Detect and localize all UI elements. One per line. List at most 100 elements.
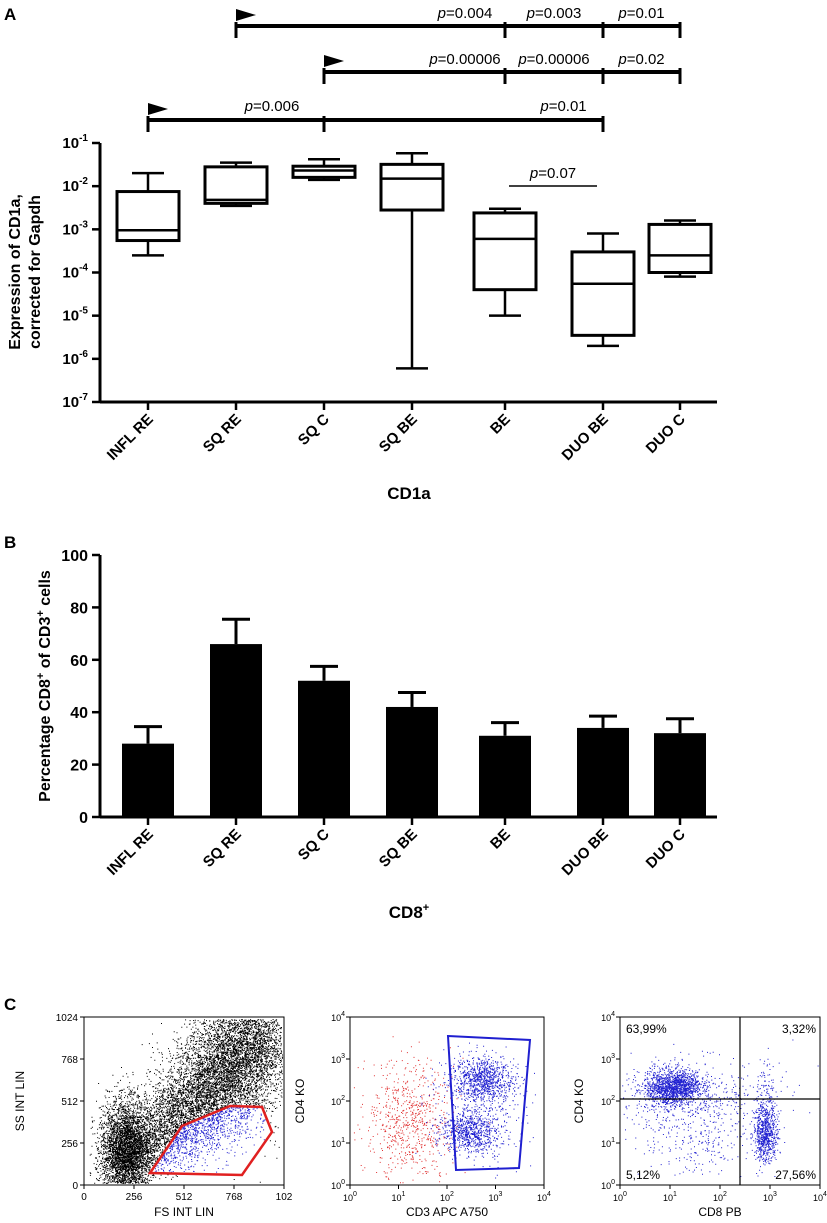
y-tick-label: 768 bbox=[61, 1055, 78, 1066]
bar-be bbox=[479, 721, 531, 817]
box-iqr bbox=[472, 211, 538, 292]
y-tick-label: 101 bbox=[601, 1137, 615, 1149]
panel-a-x-tick-label: DUO BE bbox=[559, 411, 612, 464]
x-tick-label: 104 bbox=[537, 1191, 551, 1203]
box-iqr bbox=[570, 250, 636, 337]
event-dots bbox=[749, 1086, 781, 1177]
reference-arrow-icon bbox=[148, 103, 168, 115]
y-tick-label: 103 bbox=[331, 1053, 345, 1065]
panel-label-c: C bbox=[4, 995, 16, 1014]
flow-plot-2-frame bbox=[349, 1016, 545, 1186]
panel-b-y-ticks: 0 20 40 60 80 100 bbox=[61, 548, 100, 827]
y-tick-label: 102 bbox=[331, 1095, 345, 1107]
y-tick-label: 100 bbox=[331, 1179, 345, 1191]
event-dots-ungated bbox=[89, 1019, 283, 1184]
panel-b-bars bbox=[122, 617, 706, 817]
box-sq-re bbox=[203, 161, 269, 208]
panel-b-x-tick-label: DUO BE bbox=[559, 826, 612, 879]
panel-a-y-tick-label: 10-7 bbox=[62, 392, 88, 411]
panel-b-x-tick-label: SQ BE bbox=[376, 826, 421, 871]
panel-b-x-tick-label: BE bbox=[487, 826, 514, 853]
event-dots bbox=[353, 1036, 490, 1184]
box-sq-c bbox=[291, 158, 357, 182]
y-tick-label: 104 bbox=[601, 1011, 615, 1023]
y-tick-label: 512 bbox=[61, 1097, 78, 1108]
reference-arrow-icon bbox=[324, 55, 344, 67]
panel-b-y-label: Percentage CD8+ of CD3+ cells bbox=[35, 570, 54, 802]
x-tick-label: 102 bbox=[276, 1192, 293, 1203]
bar-sq-c bbox=[298, 664, 350, 817]
x-tick-label: 768 bbox=[226, 1192, 243, 1203]
panel-b-barchart: 0 20 40 60 80 100 INFL RE SQ RE SQ C SQ BE BE DUO … bbox=[35, 548, 717, 922]
bar-rect bbox=[298, 680, 350, 817]
p-value-label: p=0.00006 bbox=[428, 51, 500, 68]
panel-a-x-tick-label: DUO C bbox=[643, 411, 689, 457]
bar-duo-be bbox=[577, 714, 629, 817]
panel-a-y-tick-label: 10-5 bbox=[62, 306, 88, 325]
flow-plot-3-y-label: CD4 KO bbox=[572, 1079, 586, 1124]
y-tick-label: 103 bbox=[601, 1053, 615, 1065]
event-dots-gated bbox=[154, 1106, 272, 1176]
event-dots bbox=[428, 1104, 510, 1176]
panel-label-a: A bbox=[4, 5, 16, 24]
panel-b-x-tick-label: SQ C bbox=[295, 826, 333, 864]
bar-rect bbox=[210, 644, 262, 817]
box-iqr bbox=[203, 165, 269, 205]
panel-b-x-label: CD8+ bbox=[389, 902, 429, 922]
x-tick-label: 0 bbox=[81, 1192, 87, 1203]
flow-plot-3-quadrant-lr: 27,56% bbox=[775, 1168, 816, 1182]
x-tick-label: 103 bbox=[489, 1191, 503, 1203]
flow-plot-3-quadrant-ul: 63,99% bbox=[626, 1022, 667, 1036]
y-tick-label: 256 bbox=[61, 1139, 78, 1150]
box-infl-re bbox=[115, 171, 181, 257]
bar-sq-re bbox=[210, 617, 262, 817]
flow-plot-3-quadrant-ll: 5,12% bbox=[626, 1168, 660, 1182]
p-value-label: p=0.02 bbox=[617, 51, 664, 68]
panel-a-boxes bbox=[115, 151, 713, 370]
bar-rect bbox=[577, 727, 629, 817]
panel-a-y-tick-label: 10-3 bbox=[62, 219, 88, 238]
panel-a-x-label: CD1a bbox=[387, 484, 431, 503]
x-tick-label: 256 bbox=[126, 1192, 143, 1203]
x-tick-label: 100 bbox=[613, 1191, 627, 1203]
flow-plot-1-events bbox=[89, 1019, 283, 1184]
flow-plot-1-y-label: SS INT LIN bbox=[13, 1071, 27, 1131]
panel-b-y-tick-label: 20 bbox=[70, 758, 88, 775]
panel-a-x-tick-label: SQ RE bbox=[200, 411, 245, 456]
box-duo-be bbox=[570, 232, 636, 348]
panel-a-x-ticks: INFL RE SQ RE SQ C SQ BE BE DUO BE DUO C bbox=[104, 402, 689, 464]
y-tick-label: 0 bbox=[72, 1181, 78, 1192]
comparison-bracket bbox=[234, 9, 682, 38]
x-tick-label: 102 bbox=[440, 1191, 454, 1203]
p-value-label: p=0.00006 bbox=[517, 51, 589, 68]
y-tick-label: 101 bbox=[331, 1137, 345, 1149]
bar-rect bbox=[122, 743, 174, 817]
panel-b-y-tick-label: 40 bbox=[70, 705, 88, 722]
panel-a-y-label-line1: Expression of CD1a, bbox=[7, 194, 24, 350]
p-value-label: p=0.01 bbox=[539, 98, 586, 115]
bar-sq-be bbox=[386, 691, 438, 817]
panel-a-x-tick-label: SQ BE bbox=[376, 411, 421, 456]
panel-a-y-label-line2: corrected for Gapdh bbox=[27, 195, 44, 349]
bar-rect bbox=[386, 706, 438, 817]
flow-plot-2-events bbox=[353, 1036, 536, 1184]
panel-b-y-tick-label: 100 bbox=[61, 548, 88, 565]
flow-plot-2-y-label: CD4 KO bbox=[293, 1079, 307, 1124]
p-value-label: p=0.006 bbox=[244, 98, 300, 115]
flow-plot-3-quadrant-ur: 3,32% bbox=[782, 1022, 816, 1036]
box-iqr bbox=[647, 222, 713, 274]
panel-a-x-tick-label: SQ C bbox=[295, 411, 333, 449]
flow-plot-1-gate bbox=[147, 1104, 274, 1177]
p-value-label: p=0.07 bbox=[529, 165, 576, 182]
panel-b-y-tick-label: 60 bbox=[70, 653, 88, 670]
panel-b-x-tick-label: INFL RE bbox=[104, 826, 157, 879]
panel-b-x-tick-label: SQ RE bbox=[200, 826, 245, 871]
box-be bbox=[472, 207, 538, 317]
panel-b-x-tick-label: DUO C bbox=[643, 826, 689, 872]
x-tick-label: 100 bbox=[343, 1191, 357, 1203]
box-iqr bbox=[379, 162, 445, 212]
flow-plot-3-events bbox=[622, 1039, 819, 1178]
